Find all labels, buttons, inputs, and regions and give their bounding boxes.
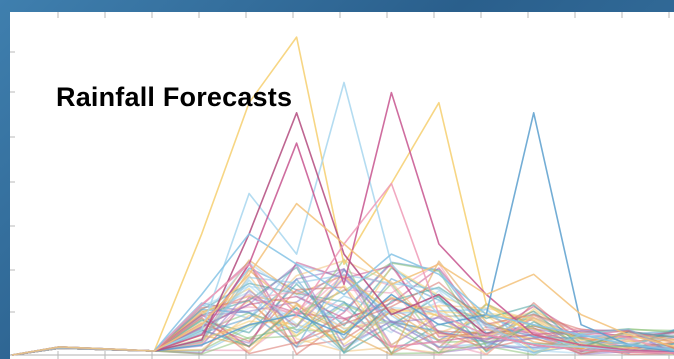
axes-layer xyxy=(10,12,674,359)
series-layer xyxy=(11,36,674,356)
forecast-series-line xyxy=(11,81,674,356)
chart-title: Rainfall Forecasts xyxy=(56,82,293,112)
plot-area: Rainfall Forecasts xyxy=(10,12,674,359)
forecast-series-line xyxy=(11,91,674,356)
rainfall-line-chart xyxy=(10,12,674,359)
forecast-series-line xyxy=(11,202,674,356)
